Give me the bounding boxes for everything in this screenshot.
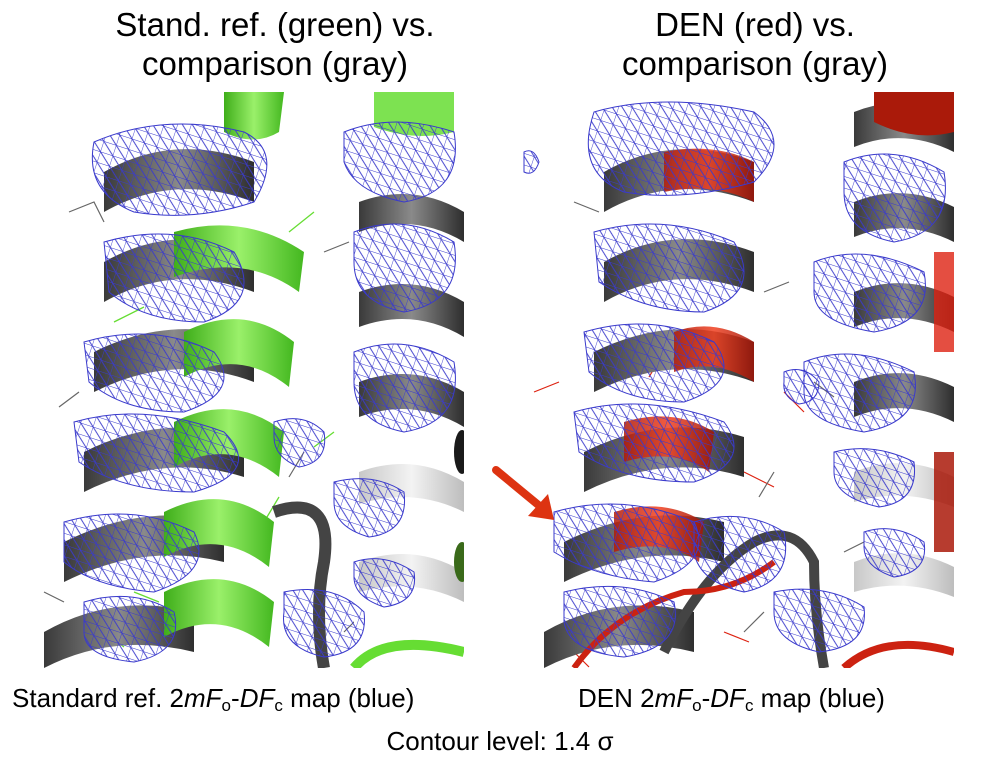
den-refinement-structure-image: [514, 92, 954, 668]
right-panel-caption: DEN 2mFo-DFc map (blue): [578, 683, 885, 715]
right-panel-title: DEN (red) vs. comparison (gray): [520, 5, 990, 83]
standard-refinement-structure-image: [24, 92, 464, 668]
left-title-line-2: comparison (gray): [142, 45, 408, 82]
right-title-line-1: DEN (red) vs.: [655, 6, 855, 43]
contour-level-label: Contour level: 1.4 σ: [386, 726, 614, 756]
left-panel-title: Stand. ref. (green) vs. comparison (gray…: [40, 5, 510, 83]
right-title-line-2: comparison (gray): [622, 45, 888, 82]
red-arrow-annotation: [490, 460, 570, 530]
left-title-line-1: Stand. ref. (green) vs.: [115, 6, 435, 43]
left-panel-caption: Standard ref. 2mFo-DFc map (blue): [12, 683, 415, 715]
